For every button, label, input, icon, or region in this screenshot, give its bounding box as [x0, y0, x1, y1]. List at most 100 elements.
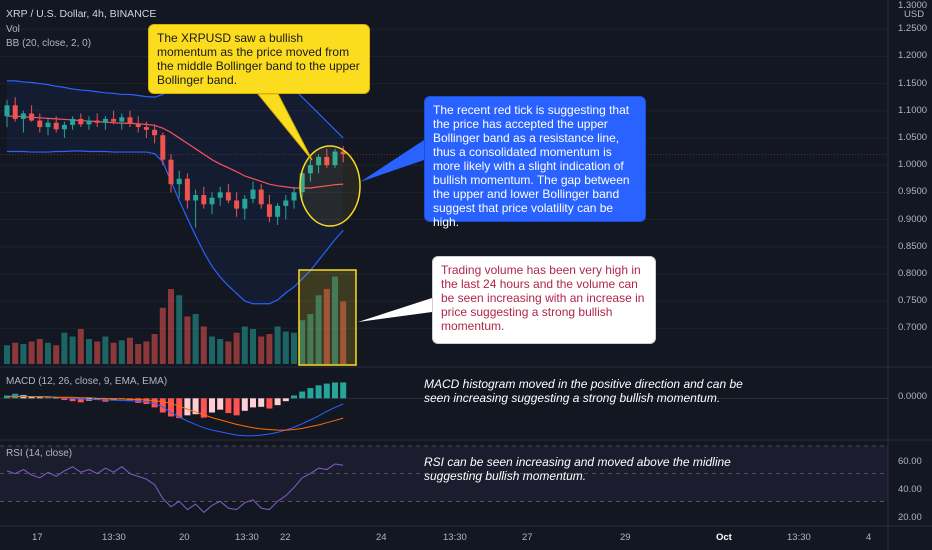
price-tick: 1.1500	[898, 77, 928, 89]
candle-body	[184, 178, 190, 201]
rsi-tick: 60.00	[898, 456, 922, 467]
x-tick: 13:30	[102, 532, 126, 543]
macd-histogram-bar	[200, 398, 207, 418]
price-tick: 0.7500	[898, 295, 928, 307]
volume-bar	[61, 332, 68, 364]
candle-body	[250, 189, 256, 199]
macd-histogram-bar	[168, 398, 174, 417]
macd-tick: 0.0000	[898, 391, 928, 402]
macd-histogram-bar	[217, 398, 224, 410]
candle-body	[12, 105, 18, 119]
macd-label[interactable]: MACD (12, 26, close, 9, EMA, EMA)	[6, 376, 168, 387]
volume-bar	[69, 336, 76, 364]
volume-bar	[323, 289, 330, 364]
candle-body	[70, 118, 76, 125]
yellow-annotation[interactable]: The XRPUSD saw a bullish momentum as the…	[148, 24, 370, 94]
macd-histogram-bar	[225, 398, 232, 414]
volume-bar	[184, 316, 191, 364]
price-tick: 1.0500	[898, 131, 928, 143]
volume-bar	[53, 345, 60, 364]
candle-body	[258, 189, 264, 205]
price-tick: 1.2500	[898, 23, 928, 35]
candle-body	[61, 124, 67, 130]
x-tick: 17	[32, 532, 43, 543]
macd-histogram-bar	[299, 391, 306, 399]
x-tick: 24	[376, 532, 387, 543]
macd-histogram-bar	[307, 388, 314, 399]
white-callout-tail	[358, 298, 432, 322]
x-tick: 13:30	[787, 532, 811, 543]
volume-label[interactable]: Vol	[6, 24, 20, 35]
macd-histogram-bar	[250, 398, 256, 408]
candle-body	[225, 192, 231, 201]
macd-histogram-bar	[274, 398, 281, 406]
macd-histogram-bar	[159, 398, 166, 413]
macd-histogram-bar	[53, 397, 60, 399]
rsi-annotation[interactable]: RSI can be seen increasing and moved abo…	[424, 455, 754, 483]
blue-annotation[interactable]: The recent red tick is suggesting that t…	[424, 96, 646, 229]
volume-highlight-box	[298, 269, 357, 366]
volume-bar	[200, 326, 207, 364]
volume-bar	[307, 314, 314, 364]
candle-body	[299, 173, 305, 193]
macd-histogram-bar	[184, 398, 191, 416]
rsi-label[interactable]: RSI (14, close)	[6, 448, 73, 459]
candle-body	[275, 205, 281, 217]
macd-histogram-bar	[233, 398, 240, 416]
volume-bar	[258, 336, 265, 364]
macd-histogram-bar	[241, 398, 248, 411]
volume-bar	[12, 342, 19, 364]
volume-bar	[250, 329, 256, 364]
bb-fill	[7, 49, 344, 304]
macd-histogram-bar	[192, 398, 199, 415]
macd-annotation-text: MACD histogram moved in the positive dir…	[424, 377, 743, 405]
volume-bar	[28, 341, 35, 364]
volume-bar	[135, 344, 142, 364]
candle-body	[168, 159, 174, 185]
macd-histogram-bar	[266, 398, 273, 409]
candle-body	[209, 197, 215, 205]
candle-body	[94, 120, 100, 123]
bb-label[interactable]: BB (20, close, 2, 0)	[6, 38, 92, 49]
macd-histogram-bar	[323, 383, 330, 399]
macd-annotation[interactable]: MACD histogram moved in the positive dir…	[424, 377, 754, 405]
volume-bar	[151, 334, 158, 364]
candle-body	[266, 204, 272, 217]
candle-body	[307, 165, 313, 174]
rsi-tick: 40.00	[898, 484, 922, 495]
volume-bar	[94, 341, 101, 364]
macd-histogram-bar	[258, 398, 265, 407]
yellow-callout-tail	[256, 93, 313, 161]
price-tick: 1.0000	[898, 159, 928, 171]
x-tick: 4	[866, 532, 872, 543]
highlight-marks	[256, 93, 432, 366]
volume-bar	[340, 301, 347, 364]
volume-bar	[159, 307, 166, 364]
volume-bar	[315, 295, 322, 364]
volume-bar	[168, 289, 174, 364]
white-annotation[interactable]: Trading volume has been very high in the…	[432, 256, 656, 344]
candle-body	[111, 118, 117, 122]
macd-signal-line	[7, 396, 344, 431]
volume-bar	[192, 314, 199, 364]
volume-bar	[20, 344, 27, 364]
volume-bar	[209, 336, 215, 364]
candle-body	[324, 156, 330, 166]
volume-bar	[143, 341, 150, 364]
rsi-pane	[0, 445, 888, 514]
macd-histogram-bar	[61, 398, 68, 401]
volume-bar	[86, 339, 92, 364]
candle-body	[242, 198, 248, 209]
macd-histogram-bar	[151, 398, 158, 408]
symbol-title[interactable]: XRP / U.S. Dollar, 4h, BINANCE	[6, 8, 157, 20]
candle-body	[53, 122, 59, 130]
macd-histogram-bar	[69, 398, 76, 402]
volume-bar	[127, 337, 133, 364]
candle-body	[217, 192, 223, 198]
candle-body	[20, 113, 26, 119]
x-tick: 20	[179, 532, 190, 543]
candle-body	[193, 195, 199, 201]
volume-bar	[225, 341, 232, 364]
volume-bar	[102, 336, 109, 364]
